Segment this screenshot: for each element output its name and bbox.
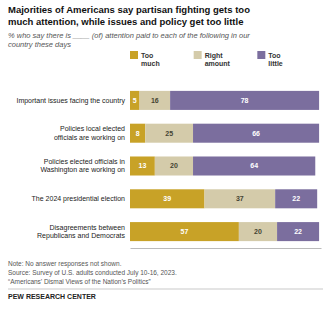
text-line: Important issues facing the country xyxy=(16,97,125,105)
bar xyxy=(193,124,319,143)
text-line: Majorities of Americans say partisan fig… xyxy=(8,4,250,15)
text-line: Republicans and Democrats xyxy=(37,232,125,240)
text-line: The 2024 presidential election xyxy=(32,195,126,203)
y-tick-label: Policies local elected officials are work… xyxy=(54,125,125,141)
bar xyxy=(170,91,319,110)
y-tick-label: Policies elected officials inWashington … xyxy=(40,158,125,174)
data-label: 57 xyxy=(181,228,189,235)
text-line: country these days xyxy=(8,40,71,49)
data-label: 20 xyxy=(254,228,262,235)
bar xyxy=(193,156,315,175)
legend-item: Toomuch xyxy=(130,51,160,67)
bar xyxy=(140,91,171,110)
text-line: Policies elected officials in xyxy=(44,158,125,165)
x-axis xyxy=(131,248,322,249)
y-tick: Important issues facing the country xyxy=(16,97,125,105)
note: Note: No answer responses not shown. xyxy=(8,260,122,268)
bar xyxy=(145,124,193,143)
bar xyxy=(130,189,204,208)
data-label: 37 xyxy=(236,195,244,202)
brand: PEW RESEARCH CENTER xyxy=(8,293,96,300)
text-line: Right xyxy=(205,52,224,60)
x-axis-line xyxy=(131,248,322,249)
bar xyxy=(130,91,140,110)
data-label: 25 xyxy=(165,130,173,137)
text-line: much attention, while issues and policy … xyxy=(8,16,243,27)
y-axis: Important issues facing the country Polic… xyxy=(16,97,125,240)
text-line: little xyxy=(268,60,282,67)
text-line: % who say there is ____ (of) attention p… xyxy=(8,31,250,40)
bar xyxy=(130,156,155,175)
text-line: Policies local elected xyxy=(60,125,125,132)
legend-item: Rightamount xyxy=(194,51,231,67)
legend-label: Rightamount xyxy=(205,52,231,67)
plot: 5 8 13 39 57 16 25 20 37 20 78 66 64 22 22 Important is… xyxy=(16,91,321,249)
data-label: 39 xyxy=(163,195,171,202)
subtitle: % who say there is ____ (of) attention p… xyxy=(8,31,250,49)
data-label: 5 xyxy=(133,97,137,104)
bars xyxy=(130,91,319,241)
data-label: 66 xyxy=(252,130,260,137)
text-line: much xyxy=(141,60,160,67)
data-label: 64 xyxy=(250,162,258,169)
title: Majorities of Americans say partisan fig… xyxy=(8,4,250,27)
y-tick: The 2024 presidential election xyxy=(32,195,126,203)
bar xyxy=(277,222,319,241)
data-label: 16 xyxy=(151,97,159,104)
legend-item: Toolittle xyxy=(257,51,282,67)
text-line: amount xyxy=(205,60,231,67)
legend-label: Toomuch xyxy=(141,52,160,67)
source: “Americans’ Dismal Views of the Nation’s… xyxy=(8,278,151,285)
y-tick: Policies elected officials inWashington … xyxy=(40,158,125,174)
data-label: 78 xyxy=(241,97,249,104)
legend-swatch xyxy=(194,51,202,59)
data-label: 22 xyxy=(294,228,302,235)
legend-swatch xyxy=(130,51,138,59)
bar xyxy=(130,222,239,241)
data-label: 22 xyxy=(292,195,300,202)
text-line: Too xyxy=(141,52,153,59)
bar xyxy=(130,124,145,143)
legend-swatch xyxy=(257,51,265,59)
divider xyxy=(8,289,323,290)
bar xyxy=(275,189,317,208)
text-line: Too xyxy=(268,52,280,59)
y-tick-label: Important issues facing the country xyxy=(16,97,125,105)
legend: ToomuchRightamountToolittle xyxy=(130,51,283,67)
data-label: 13 xyxy=(139,162,147,169)
data-label: 20 xyxy=(170,162,178,169)
y-tick-label: The 2024 presidential election xyxy=(32,195,126,203)
y-tick: Policies local elected officials are work… xyxy=(54,125,125,141)
source: Source: Survey of U.S. adults conducted … xyxy=(8,269,177,277)
bar xyxy=(204,189,275,208)
data-labels: 5 8 13 39 57 16 25 20 37 20 78 66 64 22 22 xyxy=(133,97,302,235)
text-line: Washington are working on xyxy=(40,166,125,174)
legend-label: Toolittle xyxy=(268,52,282,67)
text-line: Disagreements between xyxy=(50,224,126,232)
bar xyxy=(239,222,277,241)
y-tick: Disagreements betweenRepublicans and Dem… xyxy=(37,224,125,240)
y-tick-label: Disagreements betweenRepublicans and Dem… xyxy=(37,224,125,240)
data-label: 8 xyxy=(136,130,140,137)
text-line: officials are working on xyxy=(54,134,125,142)
chart: Majorities of Americans say partisan fig… xyxy=(0,0,331,310)
bar xyxy=(155,156,193,175)
